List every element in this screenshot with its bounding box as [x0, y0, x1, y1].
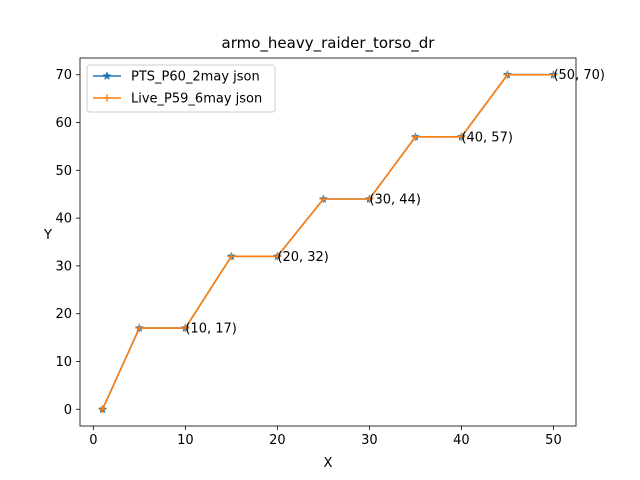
y-tick-label: 10 [55, 355, 72, 370]
data-point-plus [227, 252, 236, 261]
data-point-plus [503, 70, 512, 79]
y-tick-label: 50 [55, 164, 72, 179]
data-point-plus [181, 324, 190, 333]
data-point-plus [135, 324, 144, 333]
y-tick-label: 20 [55, 307, 72, 322]
y-axis-label: Y [43, 228, 52, 243]
legend-label: Live_P59_6may json [131, 92, 262, 107]
data-point-plus [411, 132, 420, 141]
x-axis-label: X [324, 456, 333, 471]
legend-marker-star [102, 71, 112, 80]
data-point-plus [273, 252, 282, 261]
legend-box [86, 64, 276, 113]
x-tick-label: 10 [177, 433, 194, 448]
data-point-plus [319, 194, 328, 203]
chart-title: armo_heavy_raider_torso_dr [222, 34, 436, 53]
x-tick-label: 20 [269, 433, 286, 448]
point-annotation: (30, 44) [369, 192, 421, 207]
y-tick-label: 30 [55, 259, 72, 274]
x-tick-label: 0 [89, 433, 97, 448]
data-point-plus [457, 132, 466, 141]
point-annotation: (40, 57) [461, 130, 512, 145]
point-annotation: (20, 32) [277, 250, 329, 265]
series-layer [97, 69, 559, 414]
plot-frame [79, 57, 577, 427]
y-tick-label: 60 [55, 116, 72, 131]
data-point-plus [365, 194, 374, 203]
legend-marker-plus [103, 94, 111, 102]
axes-layer: 0 10 20 30 40 50 0 10 20 30 40 50 60 70 [55, 57, 577, 448]
x-tick-label: 30 [361, 433, 378, 448]
point-annotation: (10, 17) [185, 322, 237, 337]
y-tick-label: 0 [64, 403, 72, 418]
x-tick-label: 50 [545, 433, 562, 448]
x-tick-label: 40 [453, 433, 470, 448]
data-point-plus [98, 405, 107, 414]
legend-label: PTS_P60_2may json [131, 70, 260, 85]
legend: PTS_P60_2may json Live_P59_6may json [86, 64, 276, 113]
annotation-layer: (10, 17) (20, 32) (30, 44) (40, 57) (50, 70) [185, 68, 605, 336]
y-tick-label: 70 [55, 68, 72, 83]
y-tick-label: 40 [55, 212, 72, 227]
data-point-plus [549, 70, 558, 79]
point-annotation: (50, 70) [553, 68, 605, 83]
